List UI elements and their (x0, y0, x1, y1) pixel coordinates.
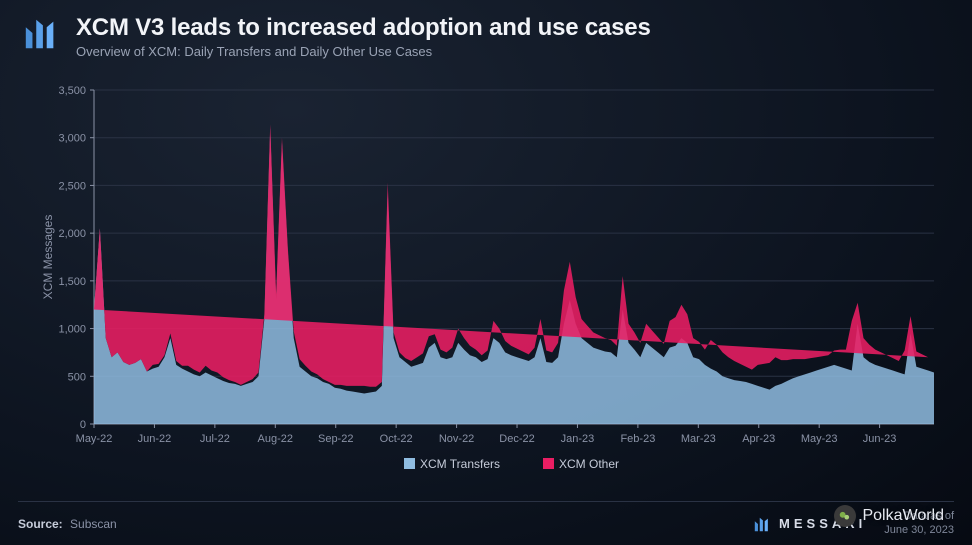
svg-text:XCM Other: XCM Other (559, 457, 619, 471)
svg-text:Jun-23: Jun-23 (863, 433, 897, 445)
chart-area: 0 500 1,000 1,500 2,000 2,500 3,000 3,500 XCM Me… (36, 82, 946, 482)
messari-small-icon (753, 515, 771, 533)
svg-text:XCM Transfers: XCM Transfers (420, 457, 500, 471)
svg-text:Mar-23: Mar-23 (681, 433, 716, 445)
svg-text:3,500: 3,500 (58, 85, 86, 97)
svg-text:2,000: 2,000 (58, 228, 86, 240)
source-value: Subscan (70, 517, 117, 531)
svg-text:Jun-22: Jun-22 (138, 433, 172, 445)
svg-text:0: 0 (80, 419, 86, 431)
watermark: PolkaWorld (834, 505, 944, 527)
chart-title: XCM V3 leads to increased adoption and u… (76, 14, 651, 42)
chart-header: XCM V3 leads to increased adoption and u… (0, 0, 972, 65)
messari-logo-icon (22, 14, 60, 52)
svg-text:Dec-22: Dec-22 (499, 433, 534, 445)
svg-text:1,000: 1,000 (58, 324, 86, 336)
svg-text:Oct-22: Oct-22 (380, 433, 413, 445)
svg-text:3,000: 3,000 (58, 133, 86, 145)
svg-text:XCM Messages: XCM Messages (41, 215, 55, 300)
svg-text:Sep-22: Sep-22 (318, 433, 353, 445)
svg-text:Apr-23: Apr-23 (742, 433, 775, 445)
svg-text:Feb-23: Feb-23 (620, 433, 655, 445)
svg-text:500: 500 (68, 371, 86, 383)
chart-subtitle: Overview of XCM: Daily Transfers and Dai… (76, 44, 651, 59)
svg-text:Aug-22: Aug-22 (258, 433, 293, 445)
source-attribution: Source: Subscan (18, 517, 117, 531)
svg-text:May-22: May-22 (76, 433, 113, 445)
svg-text:Nov-22: Nov-22 (439, 433, 474, 445)
chart-svg: 0 500 1,000 1,500 2,000 2,500 3,000 3,500 XCM Me… (36, 82, 946, 482)
svg-text:Jan-23: Jan-23 (561, 433, 595, 445)
svg-text:Jul-22: Jul-22 (200, 433, 230, 445)
title-block: XCM V3 leads to increased adoption and u… (76, 14, 651, 59)
source-label: Source: (18, 517, 63, 531)
svg-text:1,500: 1,500 (58, 276, 86, 288)
svg-text:2,500: 2,500 (58, 180, 86, 192)
watermark-text: PolkaWorld (862, 507, 944, 525)
footer-bar: Source: Subscan MESSARI Data as of June … (18, 501, 954, 537)
svg-text:May-23: May-23 (801, 433, 838, 445)
wechat-icon (834, 505, 856, 527)
